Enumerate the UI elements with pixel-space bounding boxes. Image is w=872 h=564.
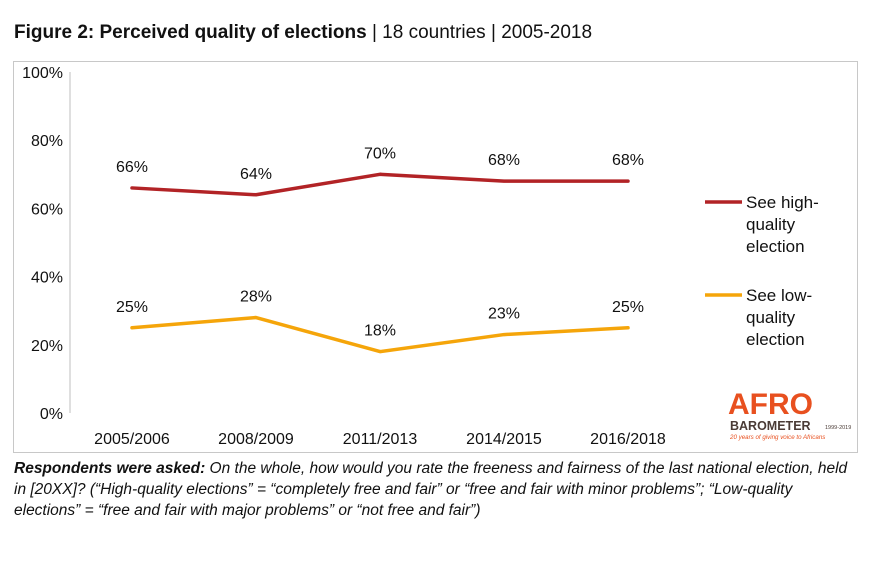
y-tick-label: 100% xyxy=(22,65,63,82)
y-tick-label: 60% xyxy=(31,201,63,218)
x-tick-label: 2014/2015 xyxy=(466,431,542,448)
x-tick-label: 2008/2009 xyxy=(218,431,294,448)
x-tick-label: 2011/2013 xyxy=(343,431,418,448)
logo-tagline-text: 20 years of giving voice to Africans xyxy=(729,434,825,441)
y-tick-label: 0% xyxy=(40,406,63,423)
x-axis-ticks: 2005/2006 2008/2009 2011/2013 2014/2015 2016… xyxy=(94,431,666,448)
logo-years-text: 1999-2019 xyxy=(825,425,851,431)
legend-label: See low- xyxy=(746,286,812,305)
title-subtitle-countries: 18 countries xyxy=(382,22,486,43)
data-label: 64% xyxy=(240,166,272,183)
data-label: 25% xyxy=(116,299,148,316)
title-separator: | xyxy=(485,22,502,43)
data-label: 18% xyxy=(364,323,396,340)
afrobarometer-logo: AFRO BAROMETER 1999-2019 20 years of giv… xyxy=(728,388,851,441)
logo-barometer-text: BAROMETER xyxy=(730,419,811,433)
legend: See high-quality election See low-quality e… xyxy=(705,193,819,349)
series-line-1 xyxy=(130,172,630,197)
y-tick-label: 40% xyxy=(31,270,63,287)
legend-label: See high- xyxy=(746,193,819,212)
data-label: 70% xyxy=(364,145,396,162)
data-label: 66% xyxy=(116,159,148,176)
legend-label: quality xyxy=(746,215,796,234)
logo-afro-text: AFRO xyxy=(728,388,813,421)
y-tick-label: 80% xyxy=(31,133,63,150)
data-label: 23% xyxy=(488,306,520,323)
survey-question-note: Respondents were asked: On the whole, ho… xyxy=(14,458,854,521)
figure-title-main: Figure 2: Perceived quality of elections xyxy=(14,22,367,43)
x-tick-label: 2005/2006 xyxy=(94,431,170,448)
note-label: Respondents were asked: xyxy=(14,460,206,477)
figure-title: Figure 2: Perceived quality of elections… xyxy=(14,22,592,44)
chart-frame xyxy=(13,61,858,453)
data-label: 25% xyxy=(612,299,644,316)
note-text: On the whole, how would you rate the fre… xyxy=(14,460,848,519)
legend-label: election xyxy=(746,330,805,349)
legend-label: election xyxy=(746,237,805,256)
x-tick-label: 2016/2018 xyxy=(590,431,666,448)
data-label: 28% xyxy=(240,289,272,306)
series-line-2 xyxy=(130,315,630,354)
title-subtitle-years: 2005-2018 xyxy=(501,22,593,43)
legend-label: quality xyxy=(746,308,796,327)
y-axis-ticks: 0% 20% 40% 60% 80% 100% xyxy=(22,65,63,423)
y-tick-label: 20% xyxy=(31,338,63,355)
data-label: 68% xyxy=(612,152,644,169)
series-group: 66% 64% 70% 68% 68% 25% 28% 18% 23% 25% xyxy=(116,145,644,354)
data-label: 68% xyxy=(488,152,520,169)
title-separator: | xyxy=(366,22,383,43)
